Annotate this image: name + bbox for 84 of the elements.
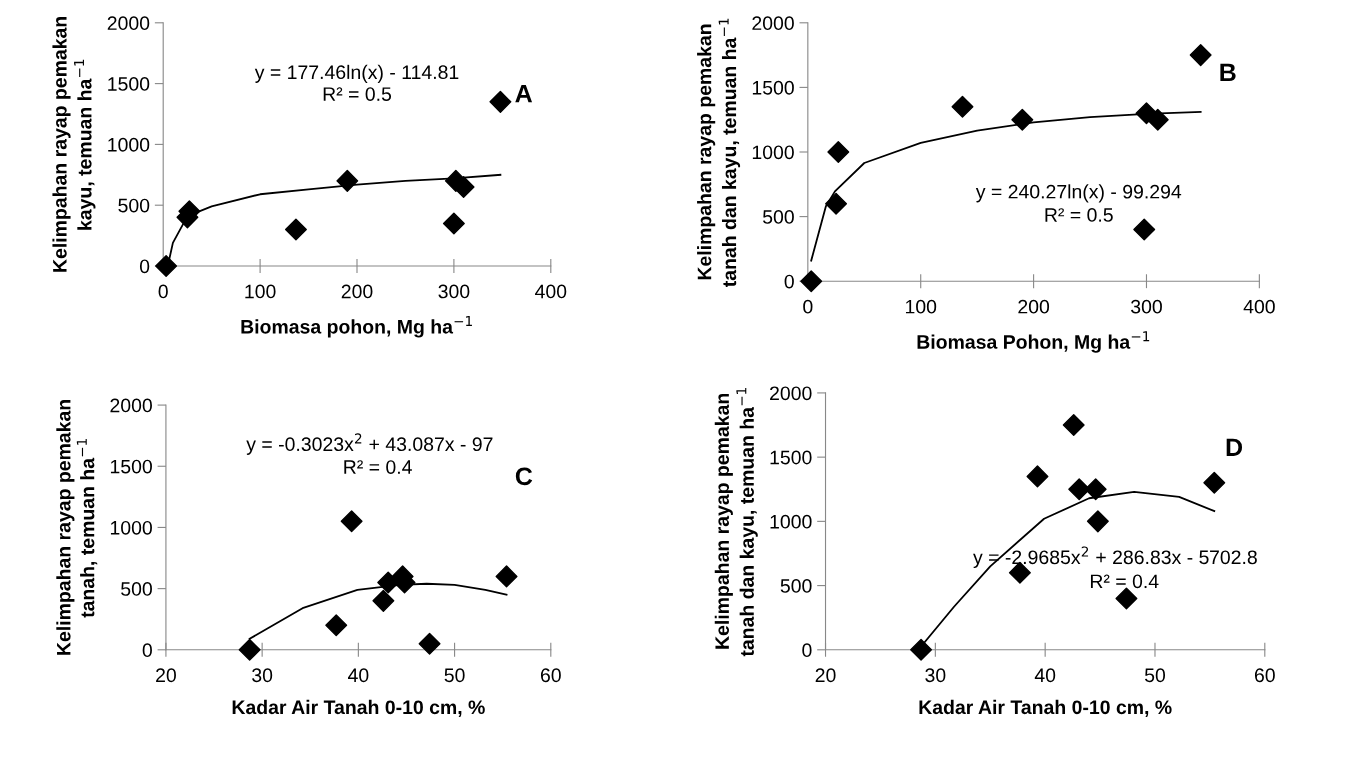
point — [442, 212, 465, 235]
x-tick-label: 0 — [158, 284, 168, 299]
point — [825, 192, 848, 215]
x-tick-label: 30 — [252, 668, 273, 683]
point — [340, 510, 363, 533]
annotation: y = 177.46ln(x) - 114.81 — [254, 64, 459, 83]
x-axis-title: Biomasa pohon, Mg ha$^{−1}$ — [241, 316, 472, 338]
annotation: R² = 0.5 — [1045, 208, 1113, 222]
annotation: B — [1220, 63, 1236, 81]
y-tick-label: 1000 — [108, 137, 150, 152]
y-tick-label: 1000 — [770, 514, 812, 529]
point — [284, 218, 307, 241]
y-tick-label: 0 — [784, 274, 794, 289]
x-tick-label: 200 — [1018, 299, 1050, 314]
point — [800, 270, 823, 293]
point — [1189, 44, 1212, 67]
y-tick-label: 2000 — [107, 16, 150, 31]
x-tick-label: 40 — [1034, 668, 1056, 683]
annotation: R² = 0.4 — [1090, 574, 1159, 589]
point — [827, 141, 850, 163]
annotation: D — [1226, 438, 1243, 456]
point — [1146, 108, 1169, 131]
x-tick-label: 60 — [540, 668, 561, 683]
annotation: A — [515, 85, 533, 103]
point — [489, 90, 512, 113]
x-tick-label: 50 — [1144, 668, 1166, 683]
y-tick-label: 2000 — [752, 16, 794, 31]
annotation: R² = 0.5 — [323, 87, 392, 101]
x-axis-title: Kadar Air Tanah 0-10 cm, % — [232, 699, 485, 717]
x-tick-label: 300 — [438, 284, 470, 299]
y-axis-title: Kelimpahan rayap pemakan kayu, temuan ha$^{−1}$ — [52, 17, 96, 272]
y-tick-label: 1500 — [752, 80, 794, 95]
x-tick-label: 200 — [341, 284, 373, 299]
y-axis-title: Kelimpahan rayap pemakan tanah, temuan ha$^{−1}$ — [56, 400, 98, 655]
point — [418, 632, 441, 655]
point — [1026, 465, 1049, 488]
y-tick-label: 1500 — [110, 459, 152, 474]
point — [1084, 478, 1107, 501]
point — [325, 614, 348, 637]
x-tick-label: 100 — [245, 284, 276, 299]
y-tick-label: 1500 — [770, 450, 812, 465]
y-tick-label: 500 — [118, 198, 150, 213]
x-axis-title: Biomasa Pohon, Mg ha$^{−1}$ — [917, 331, 1150, 353]
x-tick-label: 20 — [815, 668, 836, 683]
point — [1203, 471, 1226, 494]
point — [1115, 587, 1138, 610]
x-tick-label: 50 — [444, 668, 465, 683]
y-tick-label: 500 — [121, 582, 152, 596]
y-tick-label: 2000 — [770, 386, 812, 401]
point — [238, 638, 261, 661]
annotation: y = -0.3023x$^{2}$ + 43.087x - 97 — [246, 433, 493, 455]
x-tick-label: 20 — [156, 668, 176, 683]
point — [1133, 218, 1156, 241]
y-tick-label: 0 — [802, 643, 812, 658]
point — [495, 565, 518, 588]
annotation: y = 240.27ln(x) - 99.294 — [975, 184, 1182, 203]
point — [336, 169, 359, 192]
x-tick-label: 40 — [347, 668, 369, 683]
y-axis-title: Kelimpahan rayap pemakan tanah dan kayu, temuan ha$^{−1}$ — [714, 388, 758, 657]
y-tick-label: 500 — [762, 210, 794, 224]
x-tick-label: 60 — [1254, 668, 1275, 683]
x-tick-label: 30 — [925, 668, 946, 683]
point — [910, 638, 933, 661]
point — [1086, 510, 1109, 533]
annotation: C — [515, 467, 533, 486]
point — [372, 589, 395, 612]
x-tick-label: 400 — [535, 284, 567, 299]
annotation: R² = 0.4 — [344, 460, 412, 474]
point — [951, 95, 974, 118]
x-tick-label: 100 — [905, 299, 937, 314]
y-axis-title: Kelimpahan rayap pemakan tanah dan kayu, temuan ha$^{−1}$ — [697, 18, 741, 287]
y-tick-label: 500 — [780, 579, 812, 593]
point — [1011, 108, 1034, 131]
y-tick-label: 2000 — [110, 398, 152, 413]
x-tick-label: 300 — [1131, 299, 1162, 314]
y-tick-label: 1500 — [108, 77, 150, 91]
y-tick-label: 1000 — [110, 520, 152, 535]
x-axis-title: Kadar Air Tanah 0-10 cm, % — [919, 699, 1172, 717]
point — [1062, 414, 1085, 437]
point — [155, 255, 178, 277]
y-tick-label: 0 — [139, 259, 150, 274]
y-tick-label: 0 — [142, 643, 152, 658]
y-tick-label: 1000 — [752, 145, 794, 160]
x-tick-label: 400 — [1243, 299, 1275, 314]
